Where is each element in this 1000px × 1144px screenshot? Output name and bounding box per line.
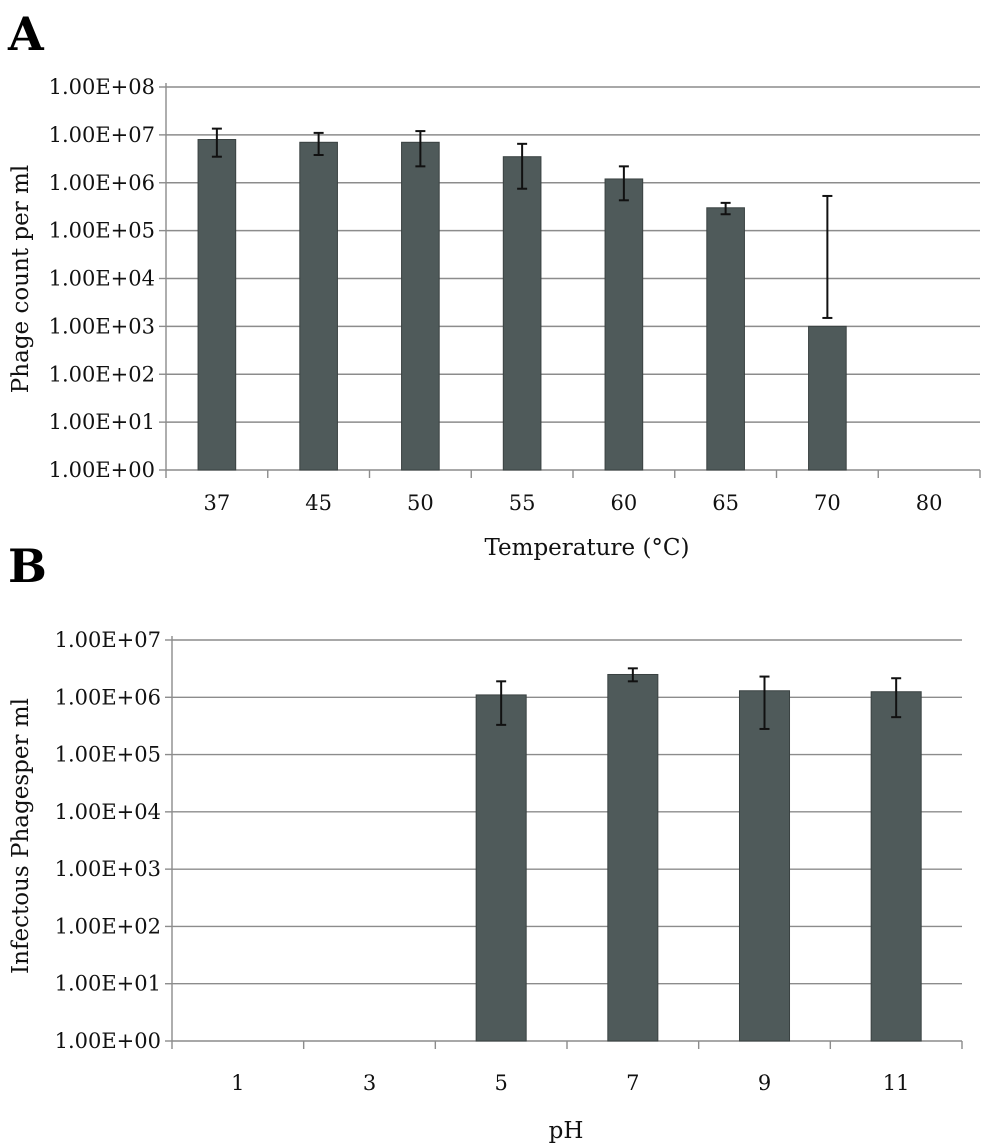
panel-label-a: A — [7, 7, 45, 61]
error-bar-b-9 — [759, 675, 770, 730]
error-bar-a-50 — [415, 130, 426, 168]
bar-b-5 — [475, 694, 527, 1042]
bar-a-70 — [808, 325, 847, 471]
x-axis-title-a: Temperature (°C) — [484, 535, 689, 561]
x-tick-label-b-1: 3 — [363, 1071, 376, 1095]
y-tick-label-a-8: 1.00E+08 — [49, 75, 155, 99]
y-tick-label-b-6: 1.00E+06 — [55, 685, 161, 709]
y-tick-label-b-2: 1.00E+02 — [55, 914, 161, 938]
bar-b-9 — [738, 690, 791, 1042]
y-tick-label-a-5: 1.00E+05 — [49, 219, 155, 243]
y-tick-label-b-0: 1.00E+00 — [55, 1029, 161, 1053]
y-tick-label-a-1: 1.00E+01 — [49, 410, 155, 434]
error-bar-a-60 — [618, 165, 629, 202]
y-axis-title-b: Infectous Phagesper ml — [8, 698, 34, 974]
bar-a-65 — [706, 207, 745, 471]
x-tick-label-b-3: 7 — [626, 1071, 639, 1095]
bar-b-11 — [870, 691, 922, 1042]
x-axis-title-b: pH — [549, 1118, 584, 1144]
x-tick-label-b-2: 5 — [494, 1071, 507, 1095]
bar-a-50 — [401, 141, 440, 471]
x-tick-label-a-1: 45 — [305, 491, 332, 515]
x-tick-label-a-3: 55 — [509, 491, 536, 515]
x-tick-label-a-6: 70 — [814, 491, 841, 515]
bar-a-55 — [502, 156, 542, 471]
y-tick-label-b-1: 1.00E+01 — [55, 972, 161, 996]
error-bar-a-65 — [720, 201, 731, 216]
error-bar-a-37 — [211, 127, 222, 158]
y-tick-label-a-6: 1.00E+06 — [49, 171, 155, 195]
y-tick-label-b-3: 1.00E+03 — [55, 857, 161, 881]
panel-label-b: B — [8, 539, 47, 593]
error-bar-b-11 — [891, 677, 902, 719]
bar-a-45 — [299, 141, 338, 471]
y-tick-label-b-7: 1.00E+07 — [55, 628, 161, 652]
error-bar-a-70 — [822, 194, 833, 319]
y-tick-label-b-4: 1.00E+04 — [55, 800, 161, 824]
y-tick-label-b-5: 1.00E+05 — [55, 743, 161, 767]
bar-b-7 — [607, 673, 659, 1042]
chart-b: B 1.00E+00 1.00E+01 1.00E+02 1.00E+03 1.00E+… — [8, 539, 963, 1144]
y-tick-label-a-4: 1.00E+04 — [49, 267, 155, 291]
x-tick-label-a-7: 80 — [916, 491, 943, 515]
error-bar-b-7 — [627, 667, 638, 683]
error-bar-b-5 — [496, 680, 507, 726]
x-tick-label-a-0: 37 — [204, 491, 231, 515]
y-tick-label-a-3: 1.00E+03 — [49, 314, 155, 338]
y-axis-title-a: Phage count per ml — [8, 165, 34, 393]
bar-a-37 — [197, 139, 237, 471]
x-tick-label-a-5: 65 — [712, 491, 739, 515]
bar-a-60 — [604, 178, 644, 471]
x-tick-label-a-4: 60 — [611, 491, 638, 515]
x-tick-label-b-5: 11 — [883, 1071, 910, 1095]
y-tick-label-a-7: 1.00E+07 — [49, 123, 155, 147]
y-tick-label-a-2: 1.00E+02 — [49, 362, 155, 386]
y-tick-label-a-0: 1.00E+00 — [49, 458, 155, 482]
x-tick-label-a-2: 50 — [407, 491, 434, 515]
x-tick-label-b-4: 9 — [758, 1071, 771, 1095]
x-tick-label-b-0: 1 — [231, 1071, 244, 1095]
error-bar-a-45 — [313, 131, 324, 156]
error-bar-a-55 — [517, 142, 528, 190]
chart-a: A 1.00E+00 1.00E+01 1.00E+02 1.00E+03 1.00E+… — [7, 7, 981, 561]
